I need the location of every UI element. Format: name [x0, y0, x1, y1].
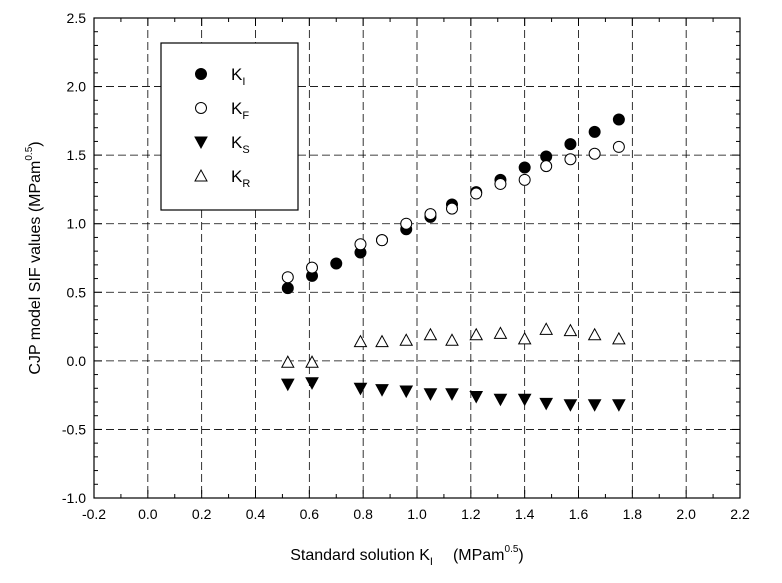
x-tick-label: 2.0: [676, 506, 696, 522]
legend-label-kr: KR: [231, 167, 250, 190]
data-point-kr: [469, 327, 484, 341]
x-tick-label: 0.2: [192, 506, 212, 522]
x-tick-labels: -0.2 0.0 0.2 0.4 0.6 0.8 1.0 1.2 1.4 1.6 1.8 2.0 2.2: [82, 506, 750, 522]
data-point-ks: [375, 384, 389, 397]
data-point-kf: [612, 140, 625, 153]
data-point-kr: [587, 327, 602, 341]
x-tick-label: 1.8: [623, 506, 643, 522]
data-point-ks: [517, 393, 532, 407]
legend-marker-kf: [195, 102, 207, 114]
data-point-kf: [400, 217, 413, 230]
data-point-ks: [399, 385, 414, 399]
y-tick-label: 2.5: [67, 10, 87, 26]
y-axis-title: CJP model SIF values (MPam0.5): [24, 141, 44, 374]
legend-marker-ks: [194, 136, 208, 150]
data-point-kr: [399, 333, 414, 346]
x-axis-title-sub: I: [430, 556, 433, 568]
y-tick-labels: -1.0 -0.5 0.0 0.5 1.0 1.5 2.0 2.5: [62, 10, 86, 506]
y-axis-title-sup: 0.5: [24, 146, 35, 160]
data-point-ks: [469, 391, 484, 404]
x-tick-label: 1.2: [461, 506, 481, 522]
x-axis-title-close: ): [518, 547, 523, 564]
data-point-kf: [281, 271, 294, 284]
data-point-kr: [517, 331, 532, 345]
y-tick-label: 1.0: [67, 216, 87, 232]
legend-marker-kr: [194, 168, 208, 182]
data-point-ki: [588, 125, 601, 138]
data-point-ks: [539, 397, 554, 411]
data-point-kr: [539, 322, 554, 335]
data-point-kr: [493, 326, 508, 339]
legend-label-ks: KS: [231, 133, 250, 156]
data-point-kr: [305, 355, 319, 368]
data-point-kr: [563, 323, 578, 337]
series-ks: [280, 377, 626, 412]
data-points: [280, 113, 626, 412]
data-point-ks: [305, 377, 319, 390]
data-point-ki: [281, 282, 294, 295]
data-point-kf: [445, 202, 458, 215]
data-point-kf: [306, 261, 319, 274]
x-axis-title: Standard solution KI (MPam0.5): [290, 544, 524, 568]
legend-marker-ki: [195, 68, 207, 80]
data-point-kr: [612, 331, 626, 345]
data-point-ks: [612, 399, 626, 412]
data-point-ks: [353, 382, 368, 396]
x-axis-title-sup: 0.5: [505, 544, 519, 555]
data-point-ki: [518, 161, 531, 174]
data-point-kf: [494, 177, 507, 190]
data-point-ks: [423, 388, 438, 401]
data-point-ks: [445, 388, 459, 401]
data-point-kf: [424, 208, 437, 221]
legend-label-kf: KF: [231, 99, 249, 122]
data-point-kf: [518, 173, 531, 186]
series-kf: [281, 140, 625, 284]
axis-ticks: [93, 17, 741, 499]
data-point-ks: [280, 378, 295, 392]
data-point-kf: [470, 187, 483, 200]
data-point-ks: [587, 399, 602, 412]
data-point-ki: [612, 113, 625, 126]
data-point-kf: [354, 238, 367, 251]
y-axis-title-close: ): [27, 141, 44, 146]
x-tick-label: 1.4: [515, 506, 535, 522]
data-point-ks: [493, 393, 508, 407]
data-point-kf: [540, 160, 553, 173]
x-axis-title-unit: (MPam: [453, 547, 505, 564]
x-axis-title-main: Standard solution K: [290, 547, 430, 564]
y-tick-label: -1.0: [62, 490, 86, 506]
x-tick-label: 0.8: [353, 506, 373, 522]
y-tick-label: -0.5: [62, 421, 86, 437]
x-tick-label: 0.6: [300, 506, 320, 522]
y-axis-title-main: CJP model SIF values (MPam: [27, 161, 44, 375]
legend: KI KF KS KR: [160, 42, 299, 211]
data-point-kr: [353, 334, 368, 348]
data-point-kf: [376, 234, 389, 247]
x-tick-label: 2.2: [730, 506, 750, 522]
data-point-ks: [563, 399, 578, 412]
y-tick-label: 1.5: [67, 147, 87, 163]
x-tick-label: 1.0: [407, 506, 427, 522]
y-tick-label: 2.0: [67, 79, 87, 95]
legend-label-ki: KI: [231, 65, 245, 88]
y-tick-label: 0.5: [67, 284, 87, 300]
legend-box: [160, 42, 299, 211]
data-point-kr: [423, 327, 438, 341]
y-tick-label: 0.0: [67, 353, 87, 369]
series-kr: [280, 322, 626, 368]
x-tick-label: 1.6: [569, 506, 589, 522]
data-point-kr: [445, 333, 459, 346]
data-point-kr: [375, 334, 389, 348]
data-point-ki: [564, 138, 577, 151]
data-point-kf: [564, 153, 577, 166]
x-tick-label: -0.2: [82, 506, 106, 522]
data-point-kr: [280, 355, 295, 368]
data-point-kf: [588, 147, 601, 160]
x-tick-label: 0.0: [138, 506, 158, 522]
x-tick-label: 0.4: [246, 506, 266, 522]
data-point-ki: [330, 257, 343, 270]
